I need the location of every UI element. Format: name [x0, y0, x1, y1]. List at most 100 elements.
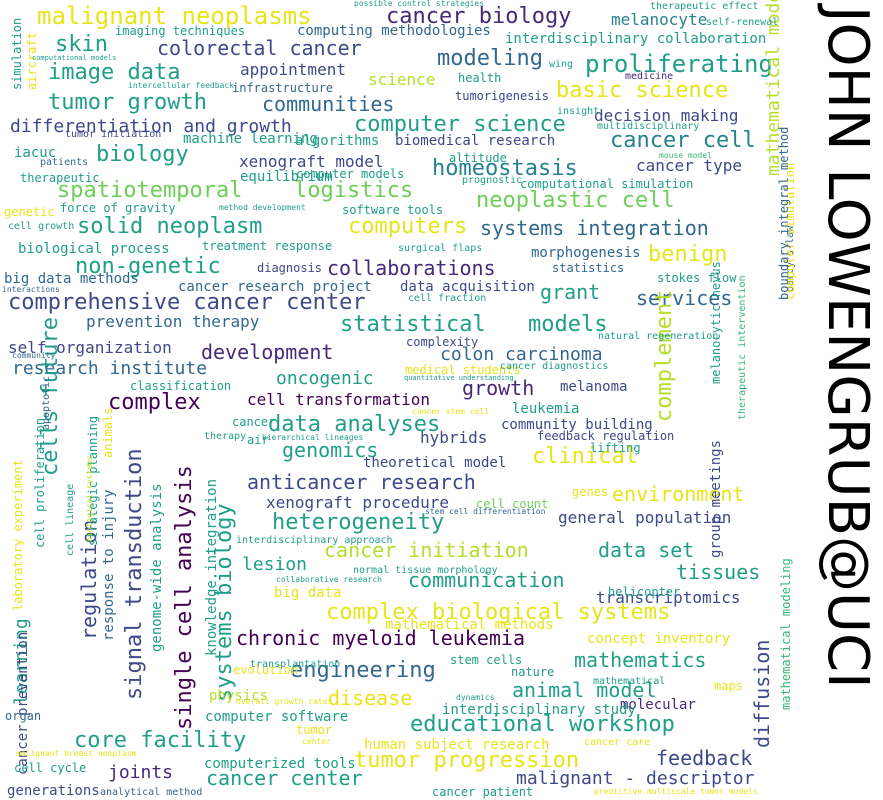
cloud-word: biomedical research [395, 133, 556, 149]
cloud-word: xenograft procedure [266, 493, 450, 512]
cloud-word: morphogenesis [531, 245, 641, 261]
cloud-word: modeling [437, 46, 543, 71]
cloud-word: interdisciplinary collaboration [505, 31, 767, 47]
cloud-word: anticancer research [247, 470, 476, 494]
cloud-word: malignant breast neoplasm [16, 749, 137, 758]
cloud-word: big data methods [4, 271, 139, 287]
cloud-word: stem cell differentiation [425, 507, 546, 516]
cloud-word: xenograft model [239, 152, 384, 171]
cloud-word: genome-wide analysis [149, 483, 165, 652]
cloud-word: biology [96, 142, 189, 167]
cloud-word: mouse model [659, 151, 712, 160]
cloud-word: cancer patient [432, 785, 534, 799]
cloud-word: chronic myeloid leukemia [236, 626, 525, 650]
cloud-word: data set [598, 538, 695, 562]
cloud-word: cancer diagnostics [500, 361, 609, 372]
cloud-word: lifting [590, 441, 641, 455]
cloud-word: signal transduction [122, 448, 147, 700]
cloud-word: transplantation [250, 659, 341, 670]
cloud-word: decision making [594, 106, 739, 125]
cloud-word: computerized tools [204, 756, 356, 772]
cloud-word: molecular [620, 697, 696, 713]
cloud-word: mathematical [593, 676, 666, 687]
cloud-word: proliferating [585, 50, 773, 78]
cloud-word: complexity [406, 335, 479, 349]
cloud-word: cancer cell [610, 128, 756, 153]
cloud-word: computational models [32, 54, 117, 62]
cloud-word: treatment response [202, 239, 333, 253]
cloud-word: theoretical model [363, 455, 507, 471]
cloud-word: insight [557, 106, 600, 117]
cloud-word: tumorigenesis [455, 89, 549, 103]
cloud-word: logistics [294, 178, 414, 203]
cloud-word: therapeutic [20, 171, 100, 185]
cloud-word: transcriptomics [596, 588, 741, 607]
cloud-word: altitude [449, 151, 507, 165]
cloud-word: computing methodologies [297, 23, 491, 39]
cloud-word: cancer stem cell [412, 407, 490, 416]
cloud-word: maps [714, 679, 743, 693]
cloud-word: genes [572, 485, 609, 499]
cloud-word: method development [219, 203, 306, 212]
cloud-word: cancer research project [178, 279, 372, 295]
cloud-word: cancer center [206, 766, 363, 790]
cloud-word: hierarchical lineages [262, 433, 364, 442]
cloud-word: knowledge integration [204, 478, 220, 656]
cloud-word: malignant - descriptor [516, 768, 755, 789]
cloud-word: services [636, 286, 733, 310]
cloud-word: human subject research [364, 737, 550, 753]
cloud-word: computational simulation [520, 177, 694, 191]
cloud-word: medical students [405, 363, 521, 377]
cloud-word: growth [462, 376, 535, 400]
cloud-word: physics [209, 688, 269, 704]
cloud-word: cell proliferation [33, 417, 47, 548]
cloud-word: cell lineage [65, 483, 76, 556]
cloud-word: data acquisition [400, 279, 535, 295]
cloud-word: stokes flow [657, 271, 737, 285]
cloud-word: solid neoplasm [77, 214, 263, 239]
cloud-word: medicine [625, 71, 674, 82]
cloud-word: research institute [12, 358, 208, 379]
cloud-word: machine learning [183, 131, 318, 147]
cloud-word: biological process [18, 241, 170, 257]
cloud-word: educational workshop [410, 712, 675, 737]
cloud-word: core facility [74, 728, 247, 753]
cloud-word: general population [558, 508, 732, 527]
cloud-word: feedback [656, 746, 753, 770]
cloud-word: big data [274, 585, 342, 601]
cloud-word: communication [408, 568, 565, 592]
cloud-word: cell cycle [14, 761, 87, 775]
cloud-word: cancer biology [386, 4, 572, 29]
cloud-word: possible control strategies [354, 0, 485, 8]
cloud-word: air [247, 433, 269, 447]
cloud-word: engineering [290, 658, 436, 683]
cloud-word: cancer type [636, 156, 742, 175]
cloud-word: science [368, 70, 436, 89]
cloud-word: image data [48, 60, 181, 85]
cloud-word: statistics [552, 261, 625, 275]
cloud-word: computers [348, 214, 468, 239]
cloud-word: nature [511, 665, 555, 679]
cloud-word: melanocyte [611, 10, 708, 29]
cloud-word: tumor growth [48, 90, 207, 115]
cloud-word: comprehensive cancer center [8, 290, 366, 315]
cloud-word: environment [612, 482, 745, 506]
cloud-word: generations [7, 783, 100, 799]
cloud-word: imaging techniques [115, 24, 246, 38]
cloud-word: cancer care [584, 737, 651, 748]
cloud-word: melanocytic nevus [709, 261, 723, 384]
cloud-word: normal tissue morphology [353, 565, 498, 576]
cloud-word: tumor progression [354, 748, 580, 773]
cloud-word: biological systems [85, 455, 94, 542]
cloud-word: computer models [296, 167, 405, 181]
cloud-word: prevention therapy [86, 312, 260, 331]
cloud-word: genetic [4, 205, 55, 219]
cloud-word: tumor [296, 723, 333, 737]
cloud-word: feedback regulation [537, 429, 675, 443]
cloud-word: equilibrium [240, 169, 333, 185]
cloud-word: oncogenic [276, 368, 374, 389]
cloud-word: homeostasis [432, 156, 578, 181]
cloud-word: joints [108, 762, 174, 783]
cloud-word: patients [40, 157, 89, 168]
